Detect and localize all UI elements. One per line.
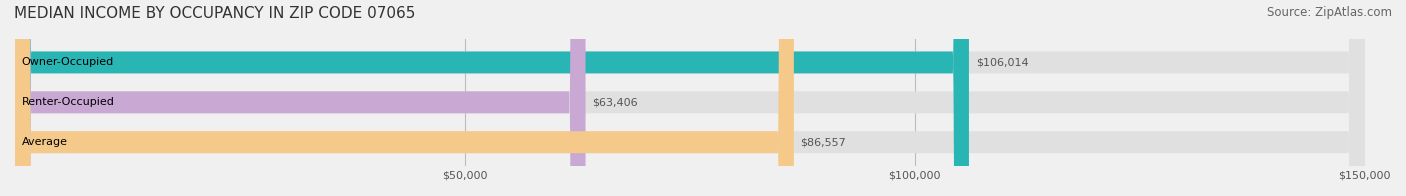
FancyBboxPatch shape [15, 0, 1365, 196]
FancyBboxPatch shape [15, 0, 794, 196]
Text: Average: Average [21, 137, 67, 147]
FancyBboxPatch shape [15, 0, 1365, 196]
Text: Renter-Occupied: Renter-Occupied [21, 97, 115, 107]
Text: $86,557: $86,557 [800, 137, 846, 147]
Text: $63,406: $63,406 [592, 97, 638, 107]
Text: Owner-Occupied: Owner-Occupied [21, 57, 114, 67]
Text: MEDIAN INCOME BY OCCUPANCY IN ZIP CODE 07065: MEDIAN INCOME BY OCCUPANCY IN ZIP CODE 0… [14, 6, 415, 21]
FancyBboxPatch shape [15, 0, 1365, 196]
Text: $106,014: $106,014 [976, 57, 1028, 67]
Text: Source: ZipAtlas.com: Source: ZipAtlas.com [1267, 6, 1392, 19]
FancyBboxPatch shape [15, 0, 969, 196]
FancyBboxPatch shape [15, 0, 585, 196]
